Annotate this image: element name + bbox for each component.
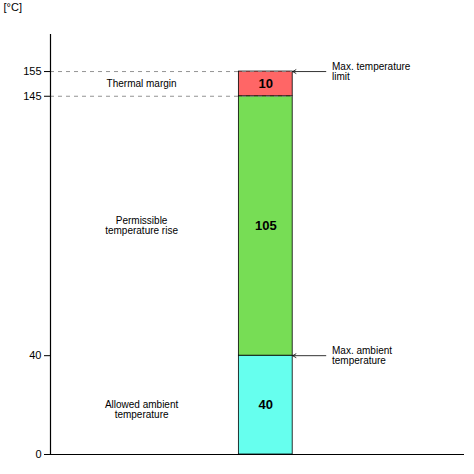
svg-text:Thermal margin: Thermal margin [107, 78, 177, 89]
svg-text:Max. ambienttemperature: Max. ambienttemperature [332, 345, 392, 366]
svg-text:[°C]: [°C] [4, 1, 22, 13]
svg-text:Permissibletemperature rise: Permissibletemperature rise [105, 215, 178, 236]
svg-text:0: 0 [35, 448, 41, 460]
svg-text:155: 155 [23, 65, 41, 77]
svg-text:40: 40 [29, 349, 41, 361]
svg-text:Allowed ambienttemperature: Allowed ambienttemperature [105, 399, 179, 420]
svg-text:40: 40 [259, 397, 273, 412]
svg-text:145: 145 [23, 90, 41, 102]
svg-text:Max. temperaturelimit: Max. temperaturelimit [332, 61, 411, 82]
svg-text:105: 105 [255, 218, 277, 233]
svg-text:10: 10 [259, 76, 273, 91]
